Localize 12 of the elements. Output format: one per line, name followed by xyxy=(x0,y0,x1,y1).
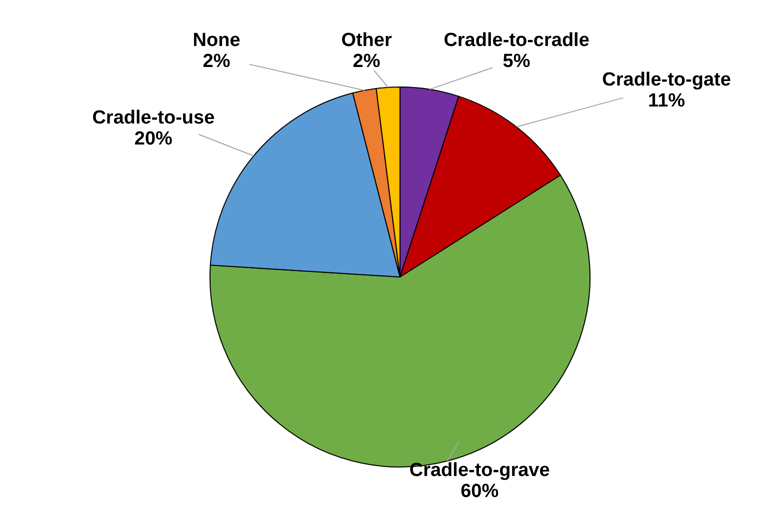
data-label: 11% xyxy=(648,90,686,112)
slice-label: None xyxy=(192,30,240,51)
slice-label: Cradle-to-use xyxy=(92,108,215,129)
data-label: 20% xyxy=(134,128,173,150)
slice-label: Cradle-to-gate xyxy=(602,69,731,90)
slice-label: Other xyxy=(341,30,392,51)
slice-label: Cradle-to-grave xyxy=(409,460,550,481)
data-label: 5% xyxy=(502,51,530,72)
slice-label: Cradle-to-cradle xyxy=(444,30,590,51)
data-label: 2% xyxy=(202,51,230,72)
data-label: 60% xyxy=(460,481,499,502)
data-label: 2% xyxy=(352,51,380,72)
